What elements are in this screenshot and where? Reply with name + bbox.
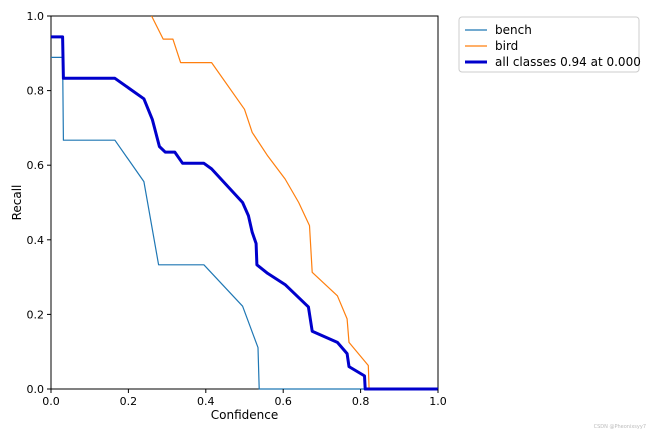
x-axis: 0.0 0.2 0.4 0.6 0.8 1.0 — [42, 389, 447, 408]
x-tick-label: 0.8 — [352, 395, 370, 408]
legend-label-bird: bird — [495, 39, 518, 53]
x-tick-label: 1.0 — [429, 395, 447, 408]
legend-label-bench: bench — [495, 23, 532, 37]
legend: bench bird all classes 0.94 at 0.000 — [458, 16, 641, 73]
legend-box — [458, 16, 640, 73]
y-tick-label: 0.4 — [27, 234, 45, 247]
x-tick-label: 0.0 — [42, 395, 60, 408]
legend-label-all-classes: all classes 0.94 at 0.000 — [495, 55, 641, 69]
x-tick-label: 0.6 — [274, 395, 292, 408]
x-tick-label: 0.2 — [120, 395, 138, 408]
series-line-all — [51, 35, 438, 391]
y-tick-label: 0.6 — [27, 159, 45, 172]
series-layer — [51, 15, 438, 391]
y-tick-label: 1.0 — [27, 10, 45, 23]
y-tick-label: 0.2 — [27, 308, 45, 321]
watermark: CSDN @Pheonixsyy7 — [594, 424, 646, 430]
y-axis: 0.0 0.2 0.4 0.6 0.8 1.0 — [27, 10, 51, 396]
series-line-bird — [151, 15, 370, 390]
plot-frame — [50, 15, 439, 390]
y-tick-label: 0.8 — [27, 85, 45, 98]
x-tick-label: 0.4 — [197, 395, 215, 408]
series-line-bench — [51, 56, 438, 390]
plot-area — [50, 15, 439, 391]
x-axis-label: Confidence — [211, 408, 278, 422]
y-tick-label: 0.0 — [27, 383, 45, 396]
y-axis-label: Recall — [10, 185, 24, 221]
